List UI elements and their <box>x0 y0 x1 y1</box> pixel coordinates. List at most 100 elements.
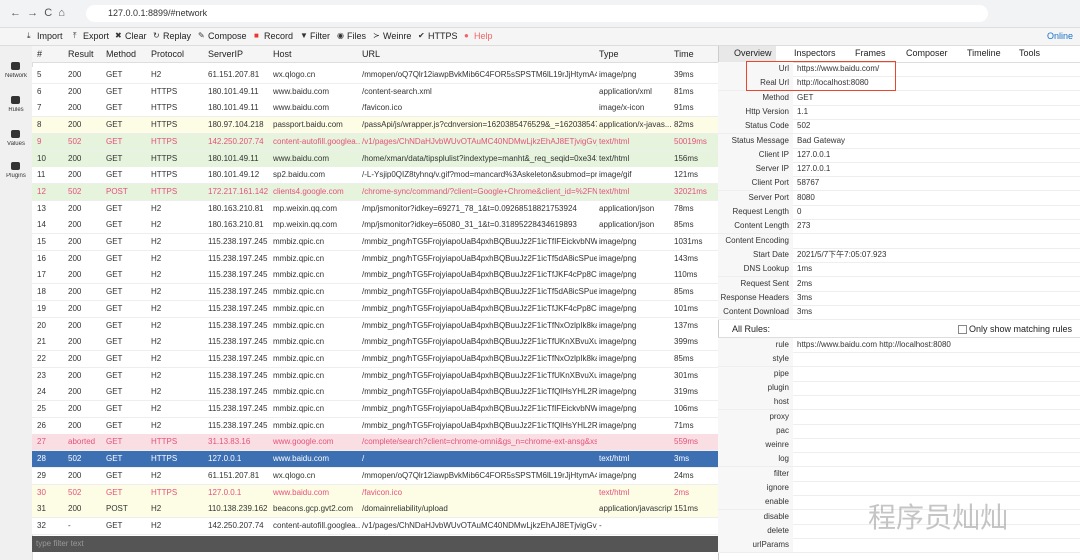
table-cell: text/html <box>599 153 630 163</box>
sidebar-item[interactable]: Plugins <box>6 173 26 179</box>
table-cell: HTTPS <box>151 186 178 196</box>
table-row[interactable]: 11 200 GET HTTPS 180.101.49.12 sp2.baidu.com /… <box>32 167 718 185</box>
column-header[interactable]: Protocol <box>151 49 185 59</box>
column-header[interactable]: Type <box>599 49 619 59</box>
toolbar-icon: ✎ <box>198 31 205 40</box>
table-row[interactable]: 24 200 GET H2 115.238.197.245 mmbiz.qpic.cn/m… <box>32 384 718 402</box>
table-row[interactable]: 32 - GET H2 142.250.207.74 content-autofill.g… <box>32 517 718 535</box>
table-cell: 200 <box>68 270 82 280</box>
tab[interactable]: Timeline <box>967 48 1001 58</box>
column-header[interactable]: Host <box>273 49 292 59</box>
table-row[interactable]: 5 200 GET H2 61.151.207.81 wx.qlogo.cn/mmopen… <box>32 67 718 84</box>
online-status[interactable]: Online <box>1047 31 1074 41</box>
table-cell: /complete/search?client=chrome-omni&gs_n… <box>362 437 597 447</box>
overview-label: Content Encoding <box>718 233 793 248</box>
table-cell: 20 <box>37 320 46 330</box>
filter-input[interactable]: type filter text <box>32 536 722 552</box>
overview-value: 1.1 <box>797 106 809 116</box>
table-cell: HTTPS <box>151 153 178 163</box>
table-row[interactable]: 28 502 GET HTTPS 127.0.0.1 www.baidu.com / text… <box>32 451 718 469</box>
column-header[interactable]: # <box>37 49 43 59</box>
table-cell: GET <box>106 86 123 96</box>
toolbar-button[interactable]: Record <box>264 31 294 41</box>
table-row[interactable]: 17 200 GET H2 115.238.197.245 mmbiz.qpic.cn/m… <box>32 267 718 285</box>
table-row[interactable]: 7 200 GET HTTPS 180.101.49.11 www.baidu.com/f… <box>32 100 718 118</box>
rules-checkbox[interactable] <box>958 325 967 334</box>
toolbar-button[interactable]: Clear <box>125 31 147 41</box>
table-row[interactable]: 16 200 GET H2 115.238.197.245 mmbiz.qpic.cn/m… <box>32 250 718 268</box>
table-cell: mmbiz.qpic.cn <box>273 337 325 347</box>
column-header[interactable]: ServerIP <box>208 49 244 59</box>
sidebar-item[interactable]: Rules <box>8 107 24 113</box>
toolbar-button[interactable]: Import <box>37 31 63 41</box>
table-row[interactable]: 29 200 GET H2 61.151.207.81 wx.qlogo.cn/mmope… <box>32 467 718 485</box>
toolbar-button[interactable]: Export <box>83 31 110 41</box>
sidebar-icon <box>11 62 20 70</box>
overview-row: Start Date 2021/5/7下午7:05:07.923 <box>718 247 1080 263</box>
table-cell: GET <box>106 487 123 497</box>
table-cell: beacons.gcp.gvt2.com <box>273 504 354 514</box>
table-cell: mmbiz.qpic.cn <box>273 420 325 430</box>
table-row[interactable]: 25 200 GET H2 115.238.197.245 mmbiz.qpic.cn/m… <box>32 401 718 418</box>
toolbar-button[interactable]: Help <box>474 31 493 41</box>
address-bar[interactable]: 127.0.0.1:8899/#network <box>86 5 988 22</box>
tab[interactable]: Composer <box>906 48 948 58</box>
table-cell: wx.qlogo.cn <box>273 470 316 480</box>
rules-option[interactable]: Only show matching rules <box>969 324 1073 334</box>
tab[interactable]: Overview <box>734 48 772 58</box>
table-cell: 200 <box>68 387 82 397</box>
table-cell: 16 <box>37 253 46 263</box>
table-cell: 200 <box>68 153 82 163</box>
toolbar-icon: ▼ <box>300 31 308 40</box>
table-cell: 115.238.197.245 <box>208 337 268 347</box>
column-header[interactable]: Method <box>106 49 137 59</box>
table-row[interactable]: 27 aborted GET HTTPS 31.13.83.16 www.google.c… <box>32 434 718 452</box>
rule-label: proxy <box>718 409 793 424</box>
column-header[interactable]: Time <box>674 49 694 59</box>
table-cell: /mmbiz_png/hTG5FrojyiapoUaB4pxhBQBuuJz2F… <box>362 420 597 430</box>
toolbar-button[interactable]: HTTPS <box>428 31 458 41</box>
toolbar-button[interactable]: Filter <box>310 31 330 41</box>
table-row[interactable]: 23 200 GET H2 115.238.197.245 mmbiz.qpic.cn/m… <box>32 367 718 385</box>
table-cell: content-autofill.googlea... <box>273 520 360 530</box>
table-cell: GET <box>106 370 123 380</box>
rule-row: rule https://www.baidu.com http://localho… <box>718 338 1080 353</box>
table-row[interactable]: 14 200 GET H2 180.163.210.81 mp.weixin.qq.com… <box>32 217 718 235</box>
table-row[interactable]: 13 200 GET H2 180.163.210.81 mp.weixin.qq.com… <box>32 200 718 218</box>
table-cell: 399ms <box>674 337 699 347</box>
overview-row: Content Length 273 <box>718 219 1080 235</box>
overview-value: 3ms <box>797 307 813 317</box>
table-row[interactable]: 19 200 GET H2 115.238.197.245 mmbiz.qpic.cn/m… <box>32 300 718 318</box>
table-row[interactable]: 9 502 GET HTTPS 142.250.207.74 content-autofi… <box>32 133 718 151</box>
table-cell: 200 <box>68 70 82 79</box>
sidebar-item[interactable]: Network <box>4 73 27 79</box>
tab[interactable]: Inspectors <box>794 48 836 58</box>
table-row[interactable]: 22 200 GET H2 115.238.197.245 mmbiz.qpic.cn/m… <box>32 350 718 368</box>
table-cell: /mmbiz_png/hTG5FrojyiapoUaB4pxhBQBuuJz2F… <box>362 387 597 397</box>
table-row[interactable]: 30 502 GET HTTPS 127.0.0.1 www.baidu.com/favi… <box>32 484 718 502</box>
table-row[interactable]: 12 502 POST HTTPS 172.217.161.142 clients4.go… <box>32 183 718 201</box>
column-header[interactable]: URL <box>362 49 381 59</box>
sidebar-item[interactable]: Values <box>7 141 25 147</box>
table-cell: GET <box>106 420 123 430</box>
toolbar-button[interactable]: Weinre <box>383 31 412 41</box>
table-row[interactable]: 8 200 GET HTTPS 180.97.104.218 passport.baidu… <box>32 117 718 135</box>
toolbar-button[interactable]: Compose <box>208 31 247 41</box>
toolbar-button[interactable]: Files <box>347 31 367 41</box>
rule-row: style <box>718 352 1080 368</box>
table-row[interactable]: 31 200 POST H2 110.138.239.162 beacons.gcp.gv… <box>32 501 718 519</box>
table-row[interactable]: 21 200 GET H2 115.238.197.245 mmbiz.qpic.cn/m… <box>32 334 718 352</box>
table-cell: content-autofill.googlea... <box>273 136 360 146</box>
table-cell: H2 <box>151 387 162 397</box>
tab[interactable]: Frames <box>855 48 886 58</box>
table-cell: GET <box>106 103 123 113</box>
table-row[interactable]: 15 200 GET H2 115.238.197.245 mmbiz.qpic.cn/m… <box>32 234 718 251</box>
table-row[interactable]: 20 200 GET H2 115.238.197.245 mmbiz.qpic.cn/m… <box>32 317 718 335</box>
table-row[interactable]: 18 200 GET H2 115.238.197.245 mmbiz.qpic.cn/m… <box>32 284 718 302</box>
table-row[interactable]: 10 200 GET HTTPS 180.101.49.11 www.baidu.com /… <box>32 150 718 168</box>
tab[interactable]: Tools <box>1019 48 1041 58</box>
column-header[interactable]: Result <box>68 49 94 59</box>
table-row[interactable]: 26 200 GET H2 115.238.197.245 mmbiz.qpic.cn/m… <box>32 417 718 435</box>
table-row[interactable]: 6 200 GET HTTPS 180.101.49.11 www.baidu.com/c… <box>32 83 718 101</box>
toolbar-button[interactable]: Replay <box>163 31 192 41</box>
